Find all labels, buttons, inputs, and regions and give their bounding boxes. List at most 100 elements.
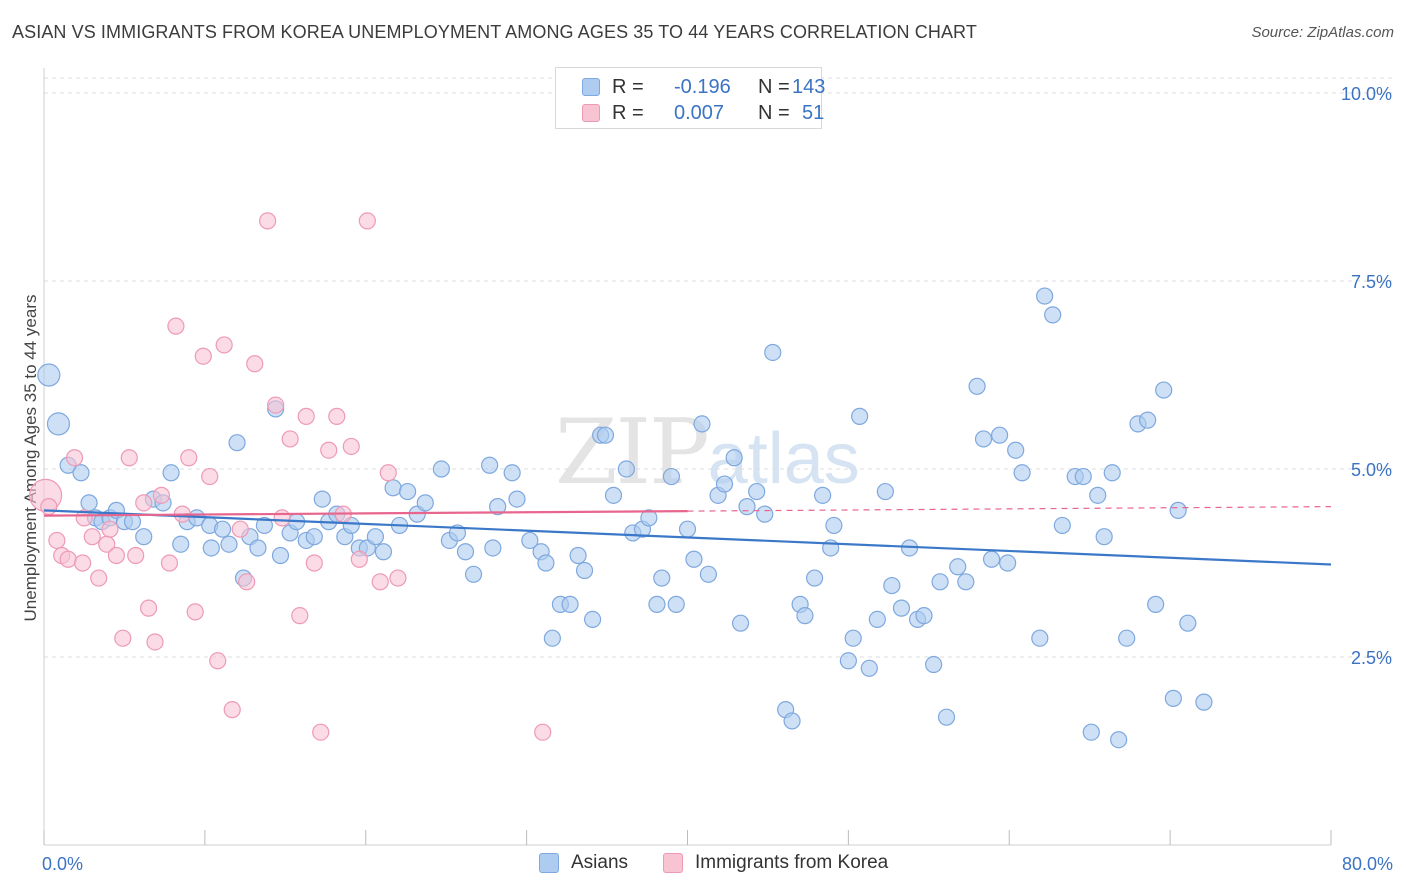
point-korea (328, 407, 346, 425)
point-asians (1147, 595, 1165, 613)
point-asians (1103, 464, 1121, 482)
point-asians (825, 516, 843, 535)
legend-n-label: N = (758, 102, 790, 124)
point-korea (305, 554, 323, 572)
point-korea (358, 212, 376, 230)
point-asians (604, 486, 623, 504)
point-asians (1036, 287, 1054, 305)
legend-swatch-korea (663, 853, 683, 873)
point-asians (883, 576, 901, 595)
point-korea (167, 317, 185, 335)
point-asians (484, 539, 502, 557)
watermark-zip: ZIP (555, 400, 710, 505)
point-asians (844, 629, 862, 647)
point-korea (139, 599, 158, 617)
point-asians (999, 554, 1017, 572)
point-asians (503, 464, 521, 482)
point-asians (839, 652, 857, 670)
point-asians (569, 546, 587, 565)
point-asians (1155, 381, 1173, 399)
point-asians (860, 659, 878, 677)
point-korea (231, 520, 249, 538)
point-asians (596, 426, 615, 444)
point-asians (851, 407, 869, 425)
point-asians (456, 543, 475, 561)
point-asians (764, 343, 782, 362)
point-asians (508, 490, 526, 508)
point-asians (685, 550, 703, 568)
point-korea (209, 652, 227, 670)
point-asians (72, 464, 90, 482)
point-asians (699, 565, 718, 583)
point-asians (305, 528, 323, 546)
point-asians (617, 460, 635, 478)
point-asians (46, 412, 71, 436)
point-asians (37, 363, 61, 387)
point-asians (1007, 441, 1025, 459)
point-korea (65, 449, 84, 467)
point-asians (796, 607, 814, 625)
x-tick-label: 0.0% (42, 854, 83, 874)
point-asians (662, 467, 681, 486)
point-korea (534, 723, 552, 741)
point-asians (1195, 693, 1213, 711)
legend-swatch-asians (539, 853, 559, 873)
legend-n-label: N = (758, 76, 790, 98)
point-korea (297, 407, 315, 425)
point-korea (152, 486, 171, 504)
point-korea (83, 528, 101, 546)
point-asians (398, 482, 417, 501)
point-asians (990, 426, 1009, 444)
point-asians (202, 539, 220, 557)
point-asians (868, 610, 886, 629)
y-tick-label: 2.5% (1351, 648, 1392, 668)
point-asians (640, 509, 658, 527)
point-korea (320, 441, 338, 459)
point-korea (379, 464, 397, 482)
point-asians (715, 475, 734, 493)
point-asians (814, 486, 832, 504)
point-asians (1074, 467, 1092, 486)
point-korea (180, 449, 198, 467)
point-asians (583, 610, 602, 629)
legend-r-label: R = (612, 76, 644, 98)
point-asians (653, 569, 671, 587)
legend-label-korea: Immigrants from Korea (695, 852, 889, 873)
point-asians (949, 558, 967, 576)
series-legend: Asians Immigrants from Korea (0, 850, 1406, 880)
legend-swatch-korea (582, 104, 600, 122)
y-axis-label: Unemployment Among Ages 35 to 44 years (21, 295, 40, 622)
point-asians (756, 505, 774, 523)
point-asians (384, 479, 402, 497)
point-asians (213, 520, 232, 538)
point-asians (416, 494, 434, 512)
point-korea (90, 569, 108, 587)
point-asians (489, 498, 507, 516)
point-asians (1013, 464, 1031, 482)
point-asians (783, 712, 801, 730)
point-asians (255, 516, 273, 535)
point-korea (59, 550, 77, 568)
point-asians (575, 561, 594, 580)
point-asians (1164, 689, 1182, 707)
point-asians (678, 520, 697, 538)
point-korea (194, 347, 212, 365)
point-asians (738, 498, 756, 516)
point-asians (561, 595, 579, 613)
point-korea (342, 437, 360, 456)
point-asians (271, 546, 290, 565)
point-korea (371, 573, 389, 591)
point-asians (80, 494, 98, 512)
point-asians (937, 708, 956, 726)
point-korea (273, 509, 291, 527)
point-korea (259, 212, 277, 230)
point-korea (223, 701, 241, 719)
point-asians (432, 460, 450, 478)
point-asians (313, 490, 331, 508)
point-korea (186, 603, 204, 621)
point-asians (725, 449, 743, 467)
y-tick-label: 10.0% (1341, 84, 1392, 104)
point-asians (931, 573, 949, 591)
watermark: ZIPatlas (555, 400, 860, 505)
chart-title: ASIAN VS IMMIGRANTS FROM KOREA UNEMPLOYM… (12, 22, 977, 42)
